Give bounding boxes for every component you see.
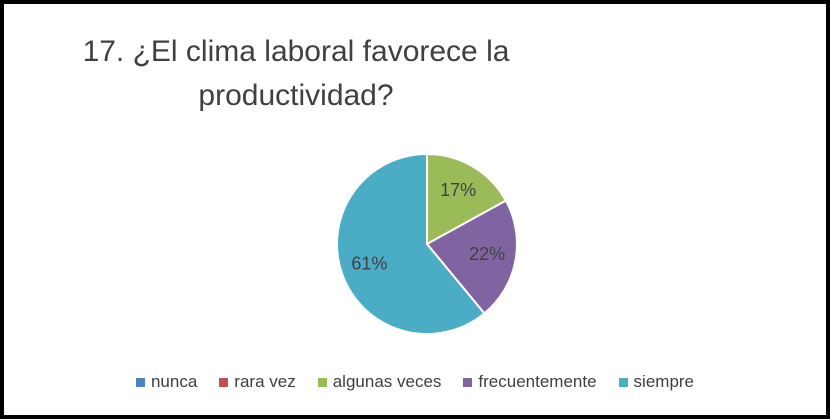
legend-swatch (463, 377, 473, 387)
legend-item: rara vez (219, 372, 296, 392)
legend-label: nunca (150, 372, 198, 391)
pie-slice (336, 152, 486, 335)
legend-item: siempre (618, 372, 695, 392)
legend-item: algunas veces (317, 372, 442, 392)
pie-slice (426, 152, 508, 246)
data-label: 17% (440, 180, 476, 200)
legend-label: siempre (633, 372, 695, 391)
legend-item: nunca (135, 372, 198, 392)
pie-slice (425, 199, 518, 315)
data-label: 61% (351, 253, 387, 273)
pie-chart: 17% 22% 61% (336, 152, 518, 335)
legend-swatch (618, 377, 628, 387)
legend-label: rara vez (234, 372, 296, 391)
legend-label: frecuentemente (478, 372, 597, 391)
legend-label: algunas veces (332, 372, 442, 391)
chart-title: 17. ¿El clima laboral favorece la produc… (82, 35, 510, 112)
legend-swatch (317, 377, 327, 387)
legend-item: frecuentemente (463, 372, 597, 392)
legend: nunca rara vez algunas veces frecuentemente… (4, 372, 826, 392)
data-label: 22% (469, 244, 505, 264)
legend-swatch (219, 377, 229, 387)
legend-swatch (135, 377, 145, 387)
